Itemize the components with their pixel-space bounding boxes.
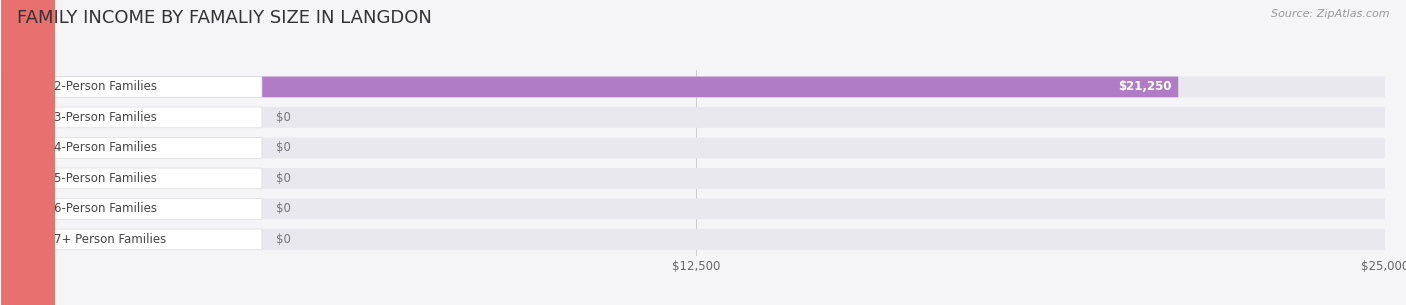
Text: 4-Person Families: 4-Person Families xyxy=(55,142,157,154)
FancyBboxPatch shape xyxy=(7,77,262,97)
Text: 5-Person Families: 5-Person Families xyxy=(55,172,157,185)
FancyBboxPatch shape xyxy=(7,107,1385,128)
FancyBboxPatch shape xyxy=(7,229,262,250)
Circle shape xyxy=(1,0,55,305)
FancyBboxPatch shape xyxy=(7,199,262,219)
Text: 6-Person Families: 6-Person Families xyxy=(55,203,157,215)
Text: 3-Person Families: 3-Person Families xyxy=(55,111,157,124)
Text: Source: ZipAtlas.com: Source: ZipAtlas.com xyxy=(1271,9,1389,19)
Text: $0: $0 xyxy=(276,203,291,215)
Circle shape xyxy=(1,0,55,305)
Circle shape xyxy=(1,0,55,305)
FancyBboxPatch shape xyxy=(7,77,1178,97)
Text: $0: $0 xyxy=(276,233,291,246)
Text: $21,250: $21,250 xyxy=(1118,81,1171,93)
Circle shape xyxy=(1,0,55,305)
FancyBboxPatch shape xyxy=(7,107,262,128)
FancyBboxPatch shape xyxy=(7,138,262,158)
FancyBboxPatch shape xyxy=(7,229,1385,250)
FancyBboxPatch shape xyxy=(7,77,1385,97)
Text: $0: $0 xyxy=(276,111,291,124)
Text: $0: $0 xyxy=(276,172,291,185)
FancyBboxPatch shape xyxy=(7,199,1385,219)
Circle shape xyxy=(1,0,55,305)
Text: 7+ Person Families: 7+ Person Families xyxy=(55,233,166,246)
FancyBboxPatch shape xyxy=(7,138,1385,158)
FancyBboxPatch shape xyxy=(7,168,1385,189)
Text: 2-Person Families: 2-Person Families xyxy=(55,81,157,93)
Text: $0: $0 xyxy=(276,142,291,154)
Circle shape xyxy=(1,0,55,305)
Text: FAMILY INCOME BY FAMALIY SIZE IN LANGDON: FAMILY INCOME BY FAMALIY SIZE IN LANGDON xyxy=(17,9,432,27)
FancyBboxPatch shape xyxy=(7,168,262,189)
